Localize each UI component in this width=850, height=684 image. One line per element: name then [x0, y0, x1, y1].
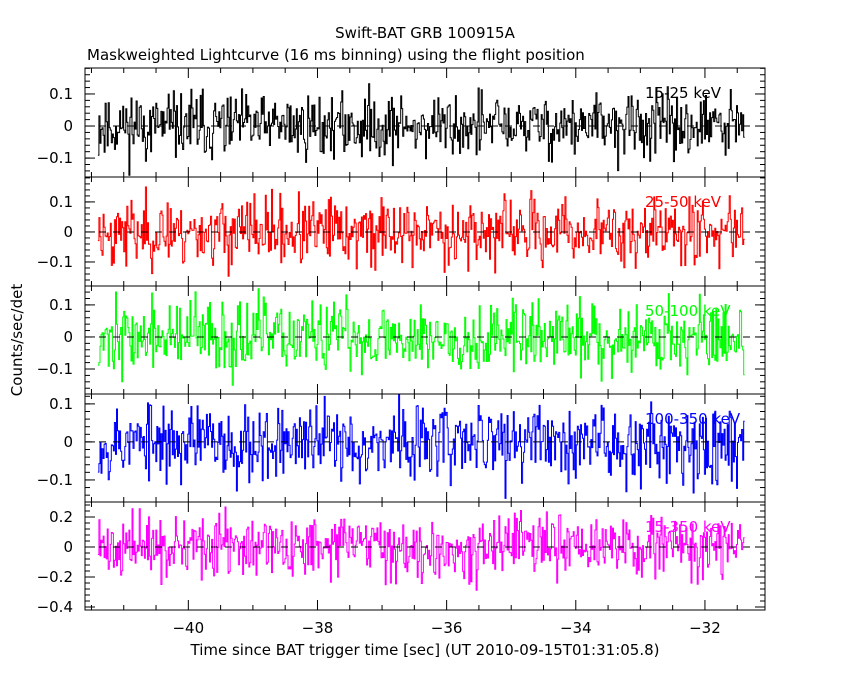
y-tick-label: 0 [63, 328, 73, 346]
y-tick-label: 0 [63, 433, 73, 451]
y-tick-label: 0.1 [49, 85, 73, 103]
y-tick-label: 0 [63, 538, 73, 556]
y-tick-label: −0.1 [37, 360, 73, 378]
x-tick-label: −38 [302, 619, 334, 637]
y-tick-label: −0.1 [37, 471, 73, 489]
y-axis-label: Counts/sec/det [8, 284, 26, 397]
y-tick-label: 0.2 [49, 508, 73, 526]
chart-title: Swift-BAT GRB 100915A [335, 24, 515, 42]
band-label: 15-25 keV [645, 84, 722, 102]
y-tick-label: −0.1 [37, 253, 73, 271]
y-tick-label: 0 [63, 223, 73, 241]
y-tick-label: −0.1 [37, 149, 73, 167]
series-line-3 [97, 393, 745, 499]
x-axis-label: Time since BAT trigger time [sec] (UT 20… [190, 641, 660, 659]
band-label: 50-100 keV [645, 302, 731, 320]
series-line-1 [97, 186, 745, 277]
series-line-0 [97, 83, 745, 176]
band-label: 15-350 keV [645, 518, 731, 536]
x-tick-label: −34 [560, 619, 592, 637]
y-tick-label: 0.1 [49, 193, 73, 211]
y-tick-label: 0 [63, 117, 73, 135]
series-line-2 [97, 288, 745, 386]
x-tick-label: −32 [689, 619, 721, 637]
x-tick-label: −36 [431, 619, 463, 637]
y-tick-label: 0.1 [49, 395, 73, 413]
y-tick-label: −0.4 [37, 598, 73, 616]
band-label: 25-50 keV [645, 193, 722, 211]
panel-frame-4 [84, 501, 766, 611]
series-line-4 [97, 506, 745, 591]
chart-subtitle: Maskweighted Lightcurve (16 ms binning) … [87, 46, 585, 64]
y-tick-label: 0.1 [49, 296, 73, 314]
band-label: 100-350 keV [645, 410, 741, 428]
x-tick-label: −40 [172, 619, 204, 637]
y-tick-label: −0.2 [37, 568, 73, 586]
